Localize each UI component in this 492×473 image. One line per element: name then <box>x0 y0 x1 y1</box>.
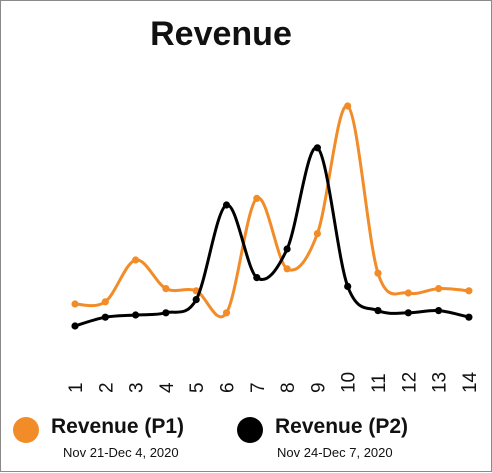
series-line-p2 <box>74 146 470 328</box>
x-tick-label: 11 <box>369 373 390 393</box>
data-point-p2-1 <box>71 322 79 330</box>
x-tick-label: 1 <box>66 382 87 393</box>
data-point-p2-5 <box>192 296 200 304</box>
data-point-p1-7 <box>253 194 261 202</box>
x-tick-label: 14 <box>460 371 481 393</box>
x-axis-tick-labels: 1 2 3 4 5 6 7 8 9 10 11 12 13 14 <box>66 371 481 393</box>
data-point-p1-6 <box>222 309 231 317</box>
series-line-p1 <box>74 104 470 319</box>
x-tick-label: 8 <box>278 382 299 393</box>
data-point-p1-9 <box>313 230 321 238</box>
series-revenue-p2 <box>71 144 473 330</box>
legend-item-revenue-p1: Revenue (P1) Nov 21-Dec 4, 2020 <box>13 413 223 463</box>
x-tick-label: 6 <box>218 382 239 393</box>
x-tick-label: 12 <box>399 372 420 393</box>
data-point-p2-4 <box>162 309 170 317</box>
data-point-p1-13 <box>435 285 443 293</box>
data-point-p1-10 <box>344 102 352 110</box>
data-point-p2-14 <box>465 313 473 321</box>
x-tick-label: 2 <box>96 382 117 393</box>
data-point-p2-6 <box>222 201 231 209</box>
x-tick-label: 3 <box>127 382 148 393</box>
legend-period-p1: Nov 21-Dec 4, 2020 <box>63 445 179 460</box>
x-tick-label: 13 <box>430 372 451 393</box>
legend-item-revenue-p2: Revenue (P2) Nov 24-Dec 7, 2020 <box>237 413 487 463</box>
x-tick-label: 10 <box>339 372 360 393</box>
data-point-p1-1 <box>71 300 79 308</box>
data-point-p1-4 <box>162 285 170 293</box>
data-point-p2-10 <box>344 282 352 290</box>
series-layer <box>71 102 473 330</box>
data-point-p1-2 <box>101 298 109 306</box>
data-point-p2-7 <box>253 274 261 282</box>
data-point-p2-9 <box>313 144 321 152</box>
data-point-p2-2 <box>101 313 109 321</box>
legend-period-p2: Nov 24-Dec 7, 2020 <box>277 445 393 460</box>
x-tick-label: 7 <box>248 382 269 393</box>
data-point-p1-12 <box>404 289 412 297</box>
chart-title: Revenue <box>150 15 292 53</box>
legend-label-p2: Revenue (P2) <box>275 415 409 438</box>
data-point-p1-11 <box>374 269 382 277</box>
data-point-p1-8 <box>283 265 291 273</box>
legend-label-p1: Revenue (P1) <box>51 415 185 438</box>
x-tick-label: 9 <box>308 382 329 393</box>
legend-marker-p2 <box>237 417 263 443</box>
data-point-p2-13 <box>435 307 443 315</box>
data-point-p2-8 <box>283 245 291 253</box>
legend-marker-p1 <box>13 417 39 443</box>
data-point-p2-3 <box>132 311 140 319</box>
data-point-p1-14 <box>465 287 473 295</box>
data-point-p2-12 <box>404 309 412 317</box>
x-tick-label: 4 <box>157 382 178 393</box>
x-tick-label: 5 <box>187 382 208 393</box>
series-revenue-p1 <box>71 102 473 319</box>
data-point-p1-3 <box>132 256 140 264</box>
data-point-p2-11 <box>374 307 382 315</box>
